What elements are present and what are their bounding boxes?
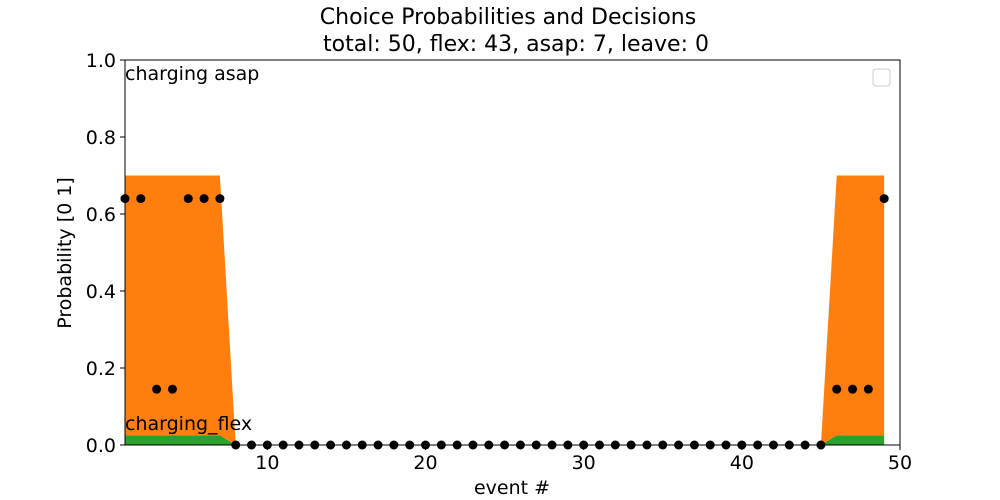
y-tick-label: 0.4 — [86, 281, 116, 303]
x-tick-label: 20 — [413, 452, 437, 474]
x-tick-label: 10 — [255, 452, 279, 474]
decision-point — [848, 384, 858, 394]
area-series-0 — [125, 435, 885, 445]
y-tick-label: 1.0 — [86, 50, 116, 72]
y-tick-label: 0.0 — [86, 435, 116, 457]
decision-point — [215, 194, 225, 204]
annotation-charging-asap: charging asap — [125, 63, 259, 85]
decision-point — [199, 194, 209, 204]
decision-point — [863, 384, 873, 394]
y-tick-label: 0.2 — [86, 358, 116, 380]
y-axis-label: Probability [0 1] — [54, 177, 76, 329]
y-axis-ticks: 0.0 0.2 0.4 0.6 0.8 1.0 — [86, 50, 125, 457]
y-tick-label: 0.6 — [86, 204, 116, 226]
decision-point — [832, 384, 842, 394]
y-tick-label: 0.8 — [86, 127, 116, 149]
decision-point — [167, 384, 177, 394]
annotation-charging-flex: charging_flex — [125, 413, 252, 435]
x-tick-label: 50 — [888, 452, 912, 474]
decision-point — [136, 194, 146, 204]
x-axis-ticks: 10 20 30 40 50 — [255, 445, 912, 474]
chart-subtitle: total: 50, flex: 43, asap: 7, leave: 0 — [323, 32, 709, 57]
axes-frame — [124, 59, 901, 446]
decision-point — [183, 194, 193, 204]
decision-point — [879, 194, 889, 204]
area-series-1 — [125, 175, 885, 445]
x-axis-label: event # — [474, 477, 550, 499]
legend-box — [872, 68, 891, 87]
x-tick-label: 40 — [730, 452, 754, 474]
x-tick-label: 30 — [572, 452, 596, 474]
chart-title: Choice Probabilities and Decisions — [320, 5, 696, 30]
decision-point — [152, 384, 162, 394]
